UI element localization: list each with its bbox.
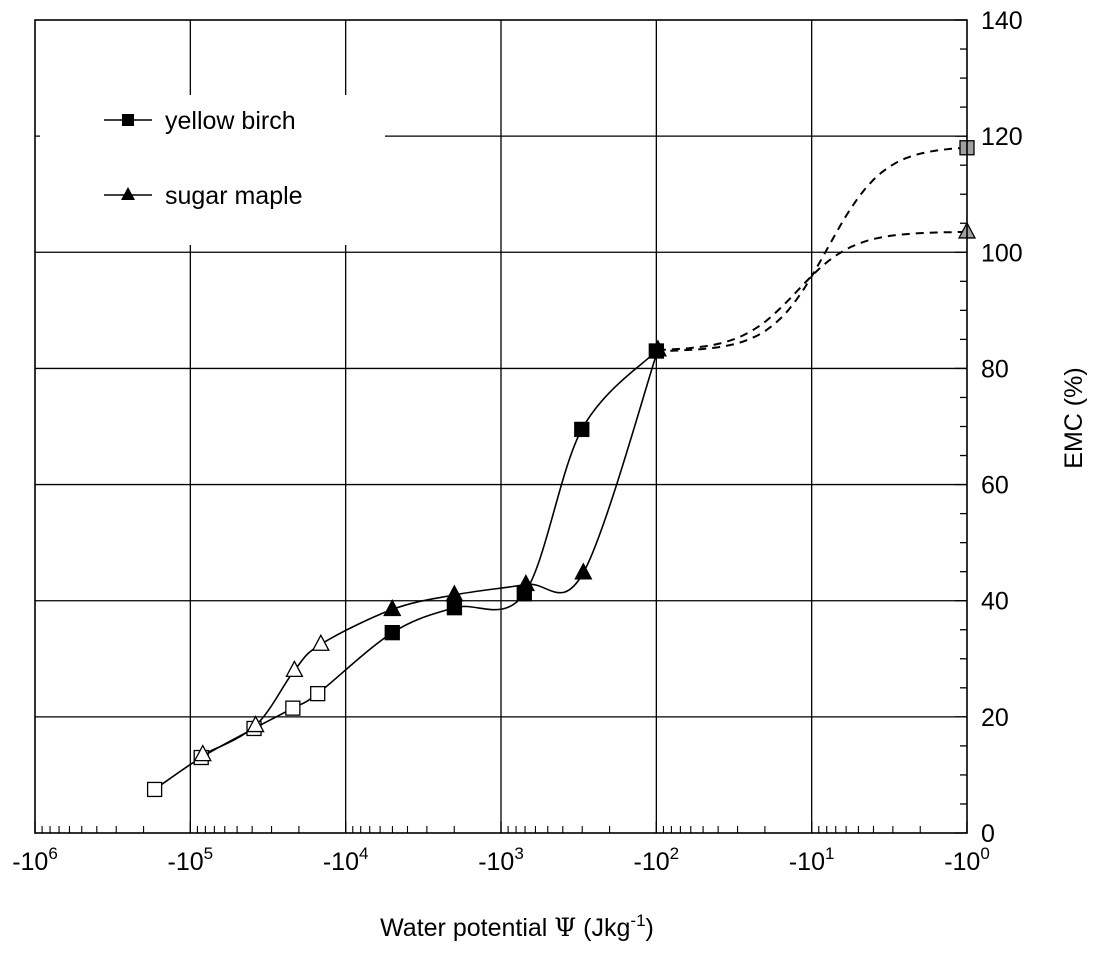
legend-label-yellow-birch: yellow birch xyxy=(165,107,296,135)
marker-yellow-birch xyxy=(446,600,463,616)
x-axis-title: Water potential Ψ (Jkg-1) xyxy=(380,911,654,942)
legend-marker-triangle xyxy=(121,187,135,200)
yellow-birch-dashed-curve xyxy=(656,146,968,352)
x-tick-labels: -106 -105 -104 -103 -102 -101 -100 xyxy=(12,844,990,876)
marker-sugar-maple xyxy=(193,744,212,762)
y-tick-labels: 0 20 40 60 80 100 120 140 xyxy=(981,7,1023,848)
marker-sugar-maple xyxy=(285,660,304,678)
legend-label-sugar-maple: sugar maple xyxy=(165,182,303,210)
legend-marker-square xyxy=(122,114,134,126)
marker-sugar-maple xyxy=(648,339,667,357)
marker-yellow-birch xyxy=(285,700,301,716)
x-tick-label: -106 xyxy=(12,844,58,876)
y-tick-label: 120 xyxy=(981,123,1023,151)
data-markers xyxy=(146,140,977,798)
axes xyxy=(34,19,968,834)
y-tick-label: 0 xyxy=(981,820,995,848)
x-tick-label: -101 xyxy=(789,844,835,876)
y-tick-label: 80 xyxy=(981,355,1009,383)
y-tick-label: 60 xyxy=(981,472,1009,500)
marker-sugar-maple xyxy=(383,599,402,617)
legend-box xyxy=(40,95,385,245)
x-tick-label: -102 xyxy=(634,844,680,876)
legend: yellow birch sugar maple xyxy=(40,95,385,245)
y-axis-title: EMC (%) xyxy=(1060,367,1088,468)
y-tick-label: 20 xyxy=(981,704,1009,732)
y-tick-label: 140 xyxy=(981,7,1023,35)
marker-sugar-maple xyxy=(516,574,535,592)
marker-sugar-maple xyxy=(311,633,330,651)
marker-yellow-birch xyxy=(384,625,400,641)
marker-sugar-maple xyxy=(445,584,464,602)
y-tick-label: 100 xyxy=(981,239,1023,267)
sugar-maple-solid-curve xyxy=(202,349,659,756)
x-tick-label: -103 xyxy=(478,844,524,876)
marker-yellow-birch xyxy=(310,685,326,702)
marker-sugar-maple xyxy=(574,562,593,580)
y-tick-label: 40 xyxy=(981,588,1009,616)
sugar-maple-dashed-curve xyxy=(657,231,967,351)
marker-yellow-birch xyxy=(574,421,590,438)
x-tick-label: -104 xyxy=(323,844,369,876)
x-tick-label: -100 xyxy=(944,844,990,876)
marker-yellow-birch xyxy=(146,781,163,798)
x-tick-label: -105 xyxy=(168,844,214,876)
marker-sugar-maple xyxy=(246,715,265,733)
